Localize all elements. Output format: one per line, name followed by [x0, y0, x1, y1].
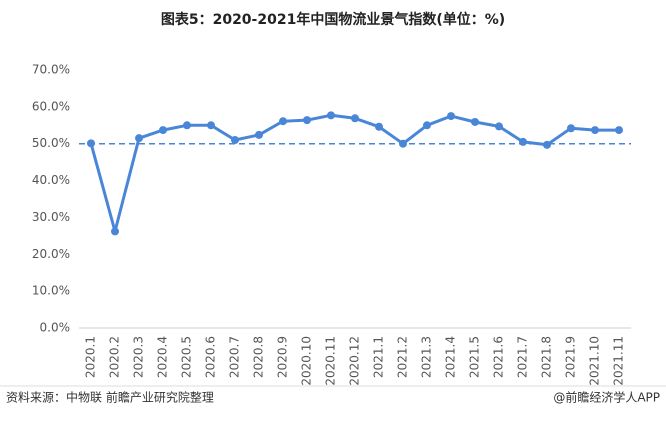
x-tick-label: 2021.9: [564, 336, 578, 378]
point: [519, 137, 527, 146]
x-tick-label: 2020.12: [348, 336, 362, 386]
x-tick-label: 2020.9: [276, 336, 290, 378]
point: [303, 116, 311, 125]
point: [279, 117, 287, 126]
x-tick-label: 2020.4: [156, 336, 170, 378]
x-tick-label: 2021.6: [492, 336, 506, 378]
x-tick-label: 2021.8: [540, 336, 554, 378]
point: [591, 126, 599, 135]
source: 资料来源：中物联 前瞻产业研究院整理: [6, 390, 214, 405]
x-tick-label: 2021.4: [444, 336, 458, 378]
point: [183, 121, 191, 130]
x-tick-label: 2020.3: [132, 336, 146, 378]
point: [423, 121, 431, 130]
x-tick-label: 2020.11: [324, 336, 338, 386]
y-tick-label: 20.0%: [32, 247, 70, 261]
series-line: [89, 113, 619, 233]
y-tick-label: 50.0%: [32, 136, 70, 150]
x-tick-label: 2021.7: [516, 336, 530, 378]
point: [255, 130, 263, 139]
point: [567, 124, 575, 133]
x-tick-label: 2020.10: [300, 336, 314, 386]
credit: @前瞻经济学人APP: [553, 390, 660, 405]
chart-title: 图表5：2020-2021年中国物流业景气指数(单位：%): [161, 11, 505, 28]
point: [375, 122, 383, 131]
x-tick-label: 2021.1: [372, 336, 386, 378]
point: [207, 121, 215, 130]
point: [87, 139, 95, 148]
point: [399, 139, 407, 148]
x-tick-label: 2021.2: [396, 336, 410, 378]
y-tick-label: 40.0%: [32, 173, 70, 187]
y-tick-label: 60.0%: [32, 99, 70, 113]
x-tick-label: 2020.8: [252, 336, 266, 378]
y-tick-label: 10.0%: [32, 284, 70, 298]
y-tick-label: 0.0%: [40, 321, 71, 335]
point: [495, 122, 503, 131]
point: [543, 140, 551, 149]
point: [327, 111, 335, 120]
point: [111, 227, 119, 236]
point: [159, 126, 167, 135]
point: [351, 114, 359, 123]
point: [471, 117, 479, 126]
x-tick-label: 2020.5: [180, 336, 194, 378]
x-tick-label: 2020.2: [108, 336, 122, 378]
x-tick-label: 2021.11: [612, 336, 626, 386]
point: [615, 126, 623, 135]
point: [447, 112, 455, 121]
point: [231, 136, 239, 145]
x-tick-label: 2021.10: [588, 336, 602, 386]
x-tick-label: 2021.3: [420, 336, 434, 378]
x-tick-label: 2021.5: [468, 336, 482, 378]
x-tick-label: 2020.6: [204, 336, 218, 378]
x-tick-label: 2020.7: [228, 336, 242, 378]
y-tick-label: 30.0%: [32, 210, 70, 224]
x-tick-label: 2020.1: [84, 336, 98, 378]
y-tick-label: 70.0%: [32, 63, 70, 77]
point: [135, 134, 143, 143]
